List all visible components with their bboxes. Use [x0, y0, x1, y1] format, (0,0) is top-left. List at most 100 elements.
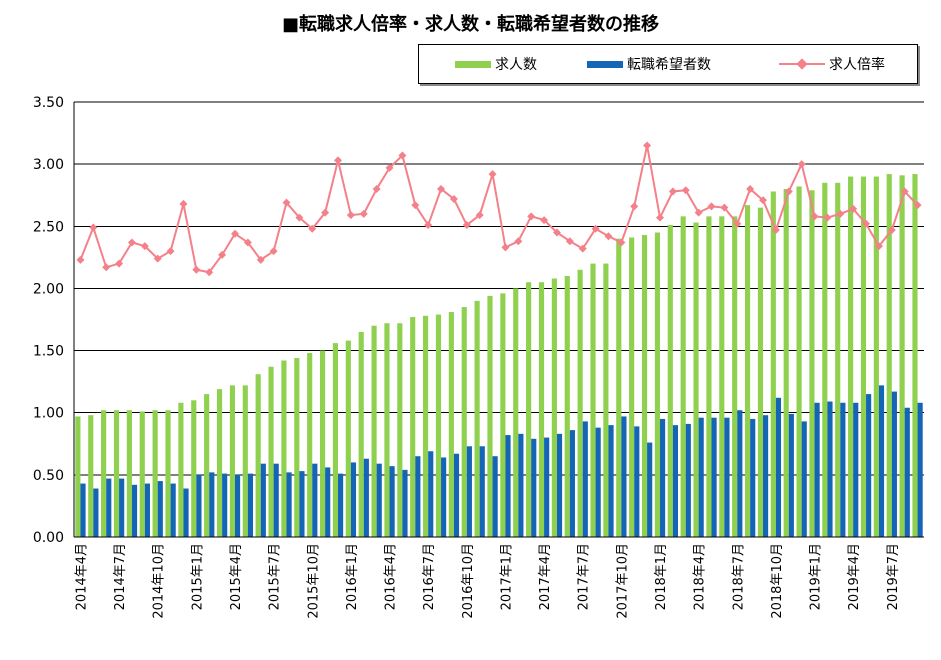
- marker-ratio: [269, 247, 278, 256]
- bar-jobs: [719, 216, 725, 538]
- marker-ratio: [797, 160, 806, 169]
- bar-jobs: [526, 282, 532, 537]
- marker-ratio: [475, 211, 484, 220]
- x-tick-label: 2018年10月: [770, 543, 785, 619]
- x-tick-label: 2014年7月: [113, 543, 128, 610]
- marker-ratio: [578, 244, 587, 253]
- marker-ratio: [346, 211, 355, 220]
- marker-ratio: [89, 223, 98, 232]
- marker-ratio: [849, 204, 858, 213]
- y-tick-label: 1.00: [33, 406, 64, 422]
- legend-item-seekers: 転職希望者数: [587, 56, 711, 73]
- bar-jobs: [474, 300, 480, 537]
- bar-seekers: [595, 427, 601, 537]
- bar-seekers: [737, 410, 743, 537]
- marker-ratio: [115, 259, 124, 268]
- bar-seekers: [853, 402, 859, 537]
- marker-ratio: [565, 237, 574, 246]
- bar-jobs: [796, 186, 802, 537]
- x-tick-label: 2016年1月: [345, 543, 360, 610]
- bar-jobs: [770, 191, 776, 537]
- marker-ratio: [398, 151, 407, 160]
- bar-jobs: [564, 276, 570, 537]
- bar-jobs: [629, 237, 635, 537]
- bar-jobs: [410, 317, 416, 537]
- bar-seekers: [659, 418, 666, 537]
- marker-ratio: [771, 226, 780, 235]
- marker-ratio: [707, 202, 716, 211]
- marker-ratio: [540, 216, 549, 225]
- bar-seekers: [80, 483, 86, 537]
- bar-seekers: [131, 484, 138, 537]
- marker-ratio: [282, 198, 291, 207]
- bar-jobs: [281, 360, 287, 537]
- bar-jobs: [835, 182, 841, 538]
- line-ratio: [79, 145, 919, 274]
- bar-seekers: [492, 456, 498, 537]
- marker-ratio: [218, 250, 227, 259]
- marker-ratio: [295, 213, 304, 222]
- x-tick-label: 2019年7月: [886, 543, 901, 610]
- bar-seekers: [763, 415, 769, 537]
- bar-seekers: [119, 478, 125, 537]
- bar-seekers: [170, 483, 176, 537]
- marker-ratio: [102, 263, 111, 272]
- bar-jobs: [616, 238, 622, 537]
- bar-seekers: [299, 471, 305, 537]
- marker-ratio: [243, 238, 252, 247]
- marker-ratio: [321, 208, 330, 217]
- bar-jobs: [590, 263, 596, 537]
- bar-jobs: [88, 415, 94, 537]
- marker-ratio: [900, 187, 909, 196]
- marker-ratio: [836, 209, 845, 218]
- bar-jobs: [371, 325, 377, 537]
- marker-ratio: [784, 187, 793, 196]
- bar-jobs: [641, 234, 648, 537]
- bar-jobs: [551, 278, 557, 537]
- bar-seekers: [891, 391, 897, 537]
- x-tick-label: 2019年1月: [809, 543, 824, 610]
- marker-ratio: [527, 212, 536, 221]
- marker-ratio: [153, 254, 162, 263]
- bar-jobs: [191, 400, 197, 537]
- marker-ratio: [887, 226, 896, 235]
- bar-seekers: [724, 417, 730, 537]
- bar-jobs: [113, 410, 120, 537]
- x-tick-label: 2014年4月: [74, 543, 89, 610]
- x-tick-label: 2017年4月: [538, 543, 553, 610]
- marker-ratio: [256, 255, 265, 264]
- bar-seekers: [608, 425, 614, 537]
- bar-jobs: [732, 216, 738, 538]
- marker-ratio: [746, 185, 755, 193]
- legend-swatch-ratio: [779, 56, 825, 72]
- bar-jobs: [423, 315, 429, 537]
- legend-item-jobs: 求人数: [455, 56, 537, 73]
- x-tick-label: 2017年7月: [577, 543, 592, 610]
- marker-ratio: [192, 265, 201, 274]
- bar-seekers: [312, 463, 318, 537]
- bar-seekers: [518, 433, 524, 537]
- bar-jobs: [242, 385, 248, 537]
- bar-jobs: [229, 385, 235, 537]
- marker-ratio: [759, 196, 768, 205]
- marker-ratio: [733, 219, 742, 228]
- x-tick-label: 2016年7月: [422, 543, 437, 610]
- legend-swatch-jobs: [455, 60, 491, 68]
- bar-seekers: [106, 478, 112, 537]
- bar-seekers: [453, 453, 460, 537]
- bar-seekers: [505, 435, 511, 537]
- bar-jobs: [654, 232, 660, 537]
- y-tick-label: 2.00: [33, 281, 64, 297]
- bar-jobs: [538, 282, 545, 537]
- bar-seekers: [260, 463, 266, 537]
- bar-seekers: [157, 481, 163, 537]
- marker-ratio: [140, 242, 149, 251]
- bar-jobs: [783, 189, 789, 537]
- bar-seekers: [904, 407, 910, 537]
- bar-seekers: [428, 451, 434, 537]
- x-tick-label: 2015年4月: [229, 543, 244, 610]
- x-tick-label: 2018年4月: [693, 543, 708, 610]
- bar-jobs: [204, 394, 210, 537]
- bar-seekers: [711, 417, 717, 537]
- marker-ratio: [179, 199, 188, 208]
